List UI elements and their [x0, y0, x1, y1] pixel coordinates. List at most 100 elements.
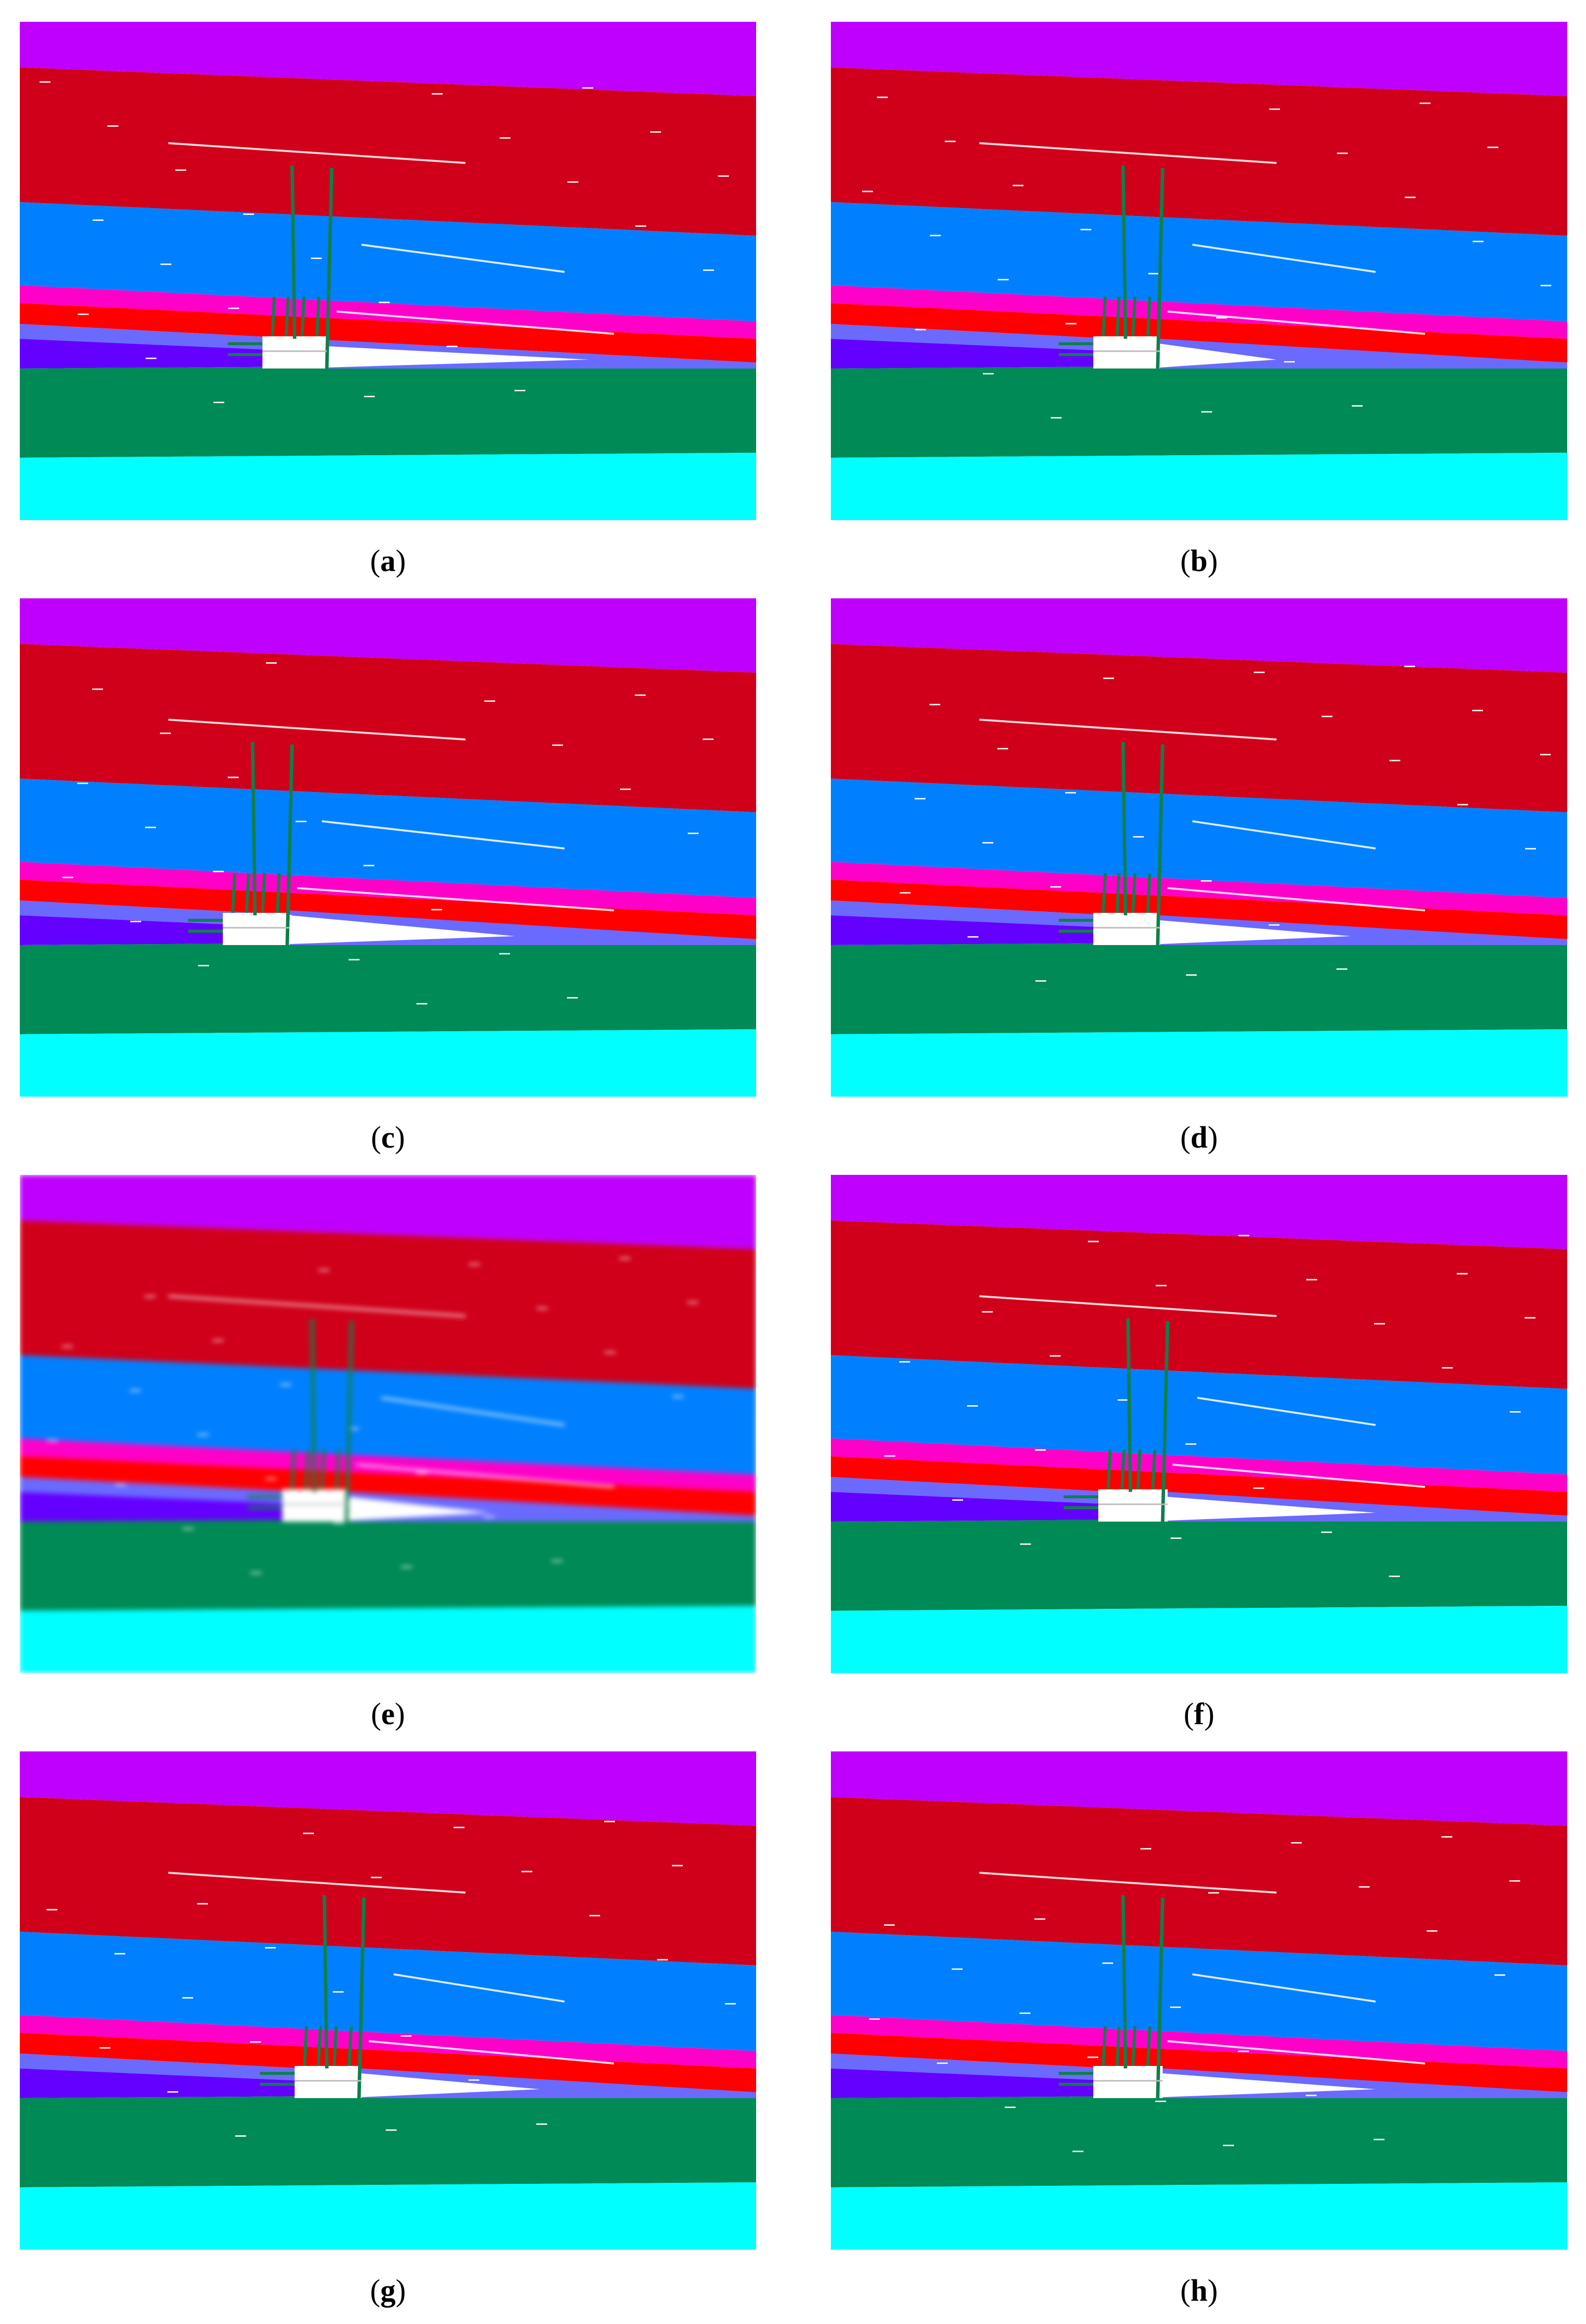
roof-bolt	[1102, 296, 1107, 337]
panel-d	[831, 598, 1567, 1097]
layer-red	[831, 880, 1567, 939]
fracture-mark	[77, 783, 88, 784]
roof-bolt	[335, 1449, 340, 1490]
layer-red-dark	[831, 67, 1567, 236]
excavation-cavity	[282, 1489, 349, 1522]
fracture-mark	[1472, 710, 1483, 711]
fracture-mark	[62, 1346, 73, 1347]
fracture-mark	[379, 302, 390, 303]
fracture-line	[168, 719, 466, 740]
fracture-mark	[1540, 754, 1551, 755]
fracture-mark	[1238, 1235, 1249, 1236]
fracture-line	[979, 719, 1277, 740]
fracture-mark	[1035, 980, 1046, 982]
roof-bolt	[1121, 1449, 1126, 1490]
fracture-mark	[998, 279, 1009, 280]
fracture-mark	[1005, 2107, 1016, 2108]
fracture-mark	[537, 1308, 548, 1309]
fracture-mark	[160, 733, 171, 734]
fracture-mark	[107, 125, 118, 127]
fracture-mark	[167, 2091, 178, 2093]
fracture-line	[1192, 820, 1376, 849]
fracture-mark	[915, 798, 925, 799]
fracture-mark	[1216, 317, 1227, 318]
layer-blue	[20, 202, 756, 321]
fracture-mark	[1525, 1317, 1535, 1319]
fracture-mark	[968, 936, 978, 938]
fracture-mark	[115, 1484, 126, 1485]
caption-c: (c)	[371, 1121, 405, 1155]
fracture-mark	[1013, 185, 1023, 186]
fracture-mark	[1494, 1974, 1505, 1976]
layer-red-dark	[20, 644, 756, 812]
caption-label-a: a	[380, 544, 396, 578]
fracture-mark	[198, 965, 209, 966]
fracture-mark	[484, 700, 495, 702]
fracture-mark	[869, 2018, 880, 2020]
caption-label-g: g	[380, 2274, 396, 2308]
layer-blue	[831, 1355, 1567, 1475]
roof-bolt	[1131, 873, 1136, 913]
fracture-line	[1192, 244, 1376, 273]
caption-h: (h)	[1180, 2274, 1218, 2308]
fracture-mark	[1034, 1918, 1045, 1920]
fracture-line	[1197, 1397, 1376, 1426]
anchor-cable	[1161, 1320, 1170, 1522]
layer-model-c	[20, 598, 756, 1097]
fracture-mark	[454, 1827, 464, 1828]
fracture-mark	[567, 997, 578, 999]
fracture-mark	[1337, 153, 1348, 154]
roof-bolt	[1146, 2026, 1151, 2066]
fracture-mark	[552, 1560, 563, 1562]
layer-red	[20, 1456, 756, 1516]
anchor-cable	[310, 1318, 316, 1492]
fracture-mark	[635, 694, 646, 696]
panel-c	[20, 598, 756, 1097]
roof-bolt	[1116, 873, 1121, 913]
panel-a	[20, 22, 756, 520]
fracture-line	[979, 1295, 1277, 1317]
fracture-mark	[983, 373, 994, 374]
fracture-mark	[250, 2041, 261, 2043]
fracture-mark	[296, 821, 307, 822]
fracture-mark	[877, 97, 888, 98]
fracture-mark	[589, 1915, 600, 1916]
anchor-cable	[1156, 167, 1165, 369]
fracture-mark	[1525, 848, 1536, 849]
anchor-cable	[1121, 165, 1127, 339]
fracture-mark	[311, 258, 322, 259]
fracture-mark	[1208, 1892, 1219, 1894]
fracture-mark	[567, 181, 578, 183]
fracture-mark	[47, 1909, 57, 1910]
fracture-mark	[1133, 836, 1144, 838]
fracture-mark	[1156, 1285, 1167, 1286]
caption-g: (g)	[370, 2274, 406, 2308]
layer-red-dark	[20, 1220, 756, 1389]
fracture-line	[1172, 1464, 1426, 1488]
anchor-cable	[1126, 1318, 1132, 1492]
fracture-mark	[175, 169, 186, 171]
fracture-mark	[552, 744, 563, 746]
roof-bolt	[320, 1449, 325, 1490]
fracture-line	[168, 1295, 466, 1317]
fracture-mark	[915, 329, 926, 330]
collapse-zone	[327, 346, 589, 368]
layer-green	[831, 940, 1567, 1034]
fracture-mark	[182, 1997, 193, 1999]
fracture-mark	[160, 264, 171, 265]
layer-blue	[831, 1932, 1567, 2051]
excavation-cavity	[223, 913, 290, 945]
fracture-mark	[900, 892, 911, 894]
fracture-mark	[884, 1924, 895, 1926]
caption-b: (b)	[1180, 544, 1218, 578]
layer-cyan	[20, 1606, 756, 1673]
fracture-mark	[514, 390, 525, 391]
roof-bolt	[348, 2026, 353, 2066]
fracture-line	[356, 1464, 614, 1488]
fracture-mark	[1223, 2145, 1234, 2146]
layer-red	[20, 2033, 756, 2092]
fracture-line	[1167, 887, 1426, 911]
fracture-mark	[1389, 760, 1400, 761]
layer-magenta	[20, 1438, 756, 1492]
anchor-cable	[1156, 1897, 1165, 2099]
